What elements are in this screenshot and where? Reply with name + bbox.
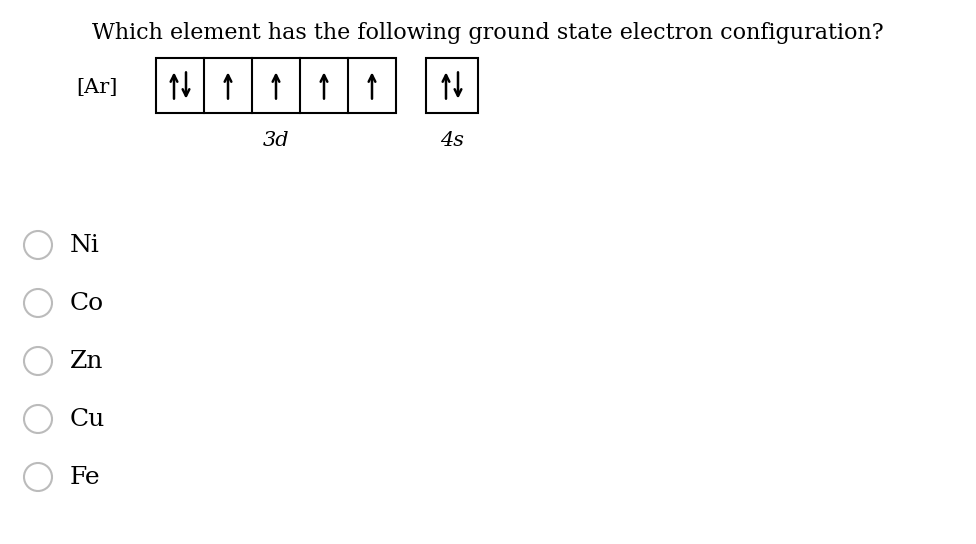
Text: Which element has the following ground state electron configuration?: Which element has the following ground s…	[92, 22, 884, 44]
Bar	[426, 58, 478, 113]
Text: 3d: 3d	[263, 131, 289, 150]
Text: Co: Co	[70, 292, 104, 314]
Text: Fe: Fe	[70, 466, 101, 489]
Text: Zn: Zn	[70, 349, 103, 373]
Text: 4s: 4s	[440, 131, 464, 150]
Text: [Ar]: [Ar]	[77, 78, 118, 97]
Text: Ni: Ni	[70, 233, 100, 257]
Bar	[156, 58, 396, 113]
Text: Cu: Cu	[70, 407, 105, 430]
